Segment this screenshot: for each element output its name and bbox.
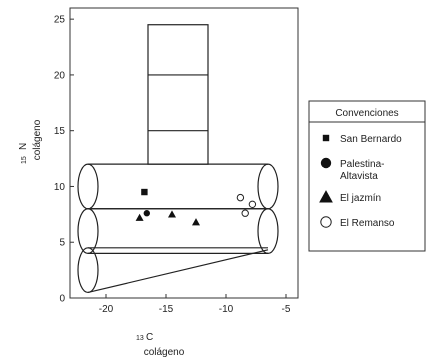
legend-label: Altavista — [340, 171, 378, 182]
legend-title: Convenciones — [335, 108, 398, 119]
reference-shapes — [77, 24, 279, 294]
legend-marker-circle — [320, 157, 332, 169]
legend-marker-square — [322, 134, 330, 142]
legend: Convenciones San Bernardo Palestina-Altav… — [308, 100, 426, 252]
legend-label: Palestina- — [340, 159, 384, 170]
data-point-open-circle — [241, 209, 249, 217]
y-tick-label: 0 — [59, 294, 65, 305]
axis-ticks: 0 5 10 15 20 25 -20 -15 -10 -5 — [54, 15, 291, 315]
tapered-bottom-edge — [87, 249, 269, 294]
data-point-circle — [143, 210, 150, 217]
legend-marker-triangle — [319, 190, 333, 203]
y-axis-label: colágeno — [32, 119, 43, 160]
y-axis-element: N — [18, 143, 29, 150]
legend-label: San Bernardo — [340, 134, 402, 145]
legend-marker-open-circle — [320, 216, 332, 228]
legend-label: El jazmín — [340, 193, 381, 204]
plot-frame — [69, 7, 299, 299]
y-tick-label: 25 — [54, 15, 66, 26]
y-tick-label: 5 — [59, 238, 65, 249]
y-tick-label: 10 — [54, 182, 66, 193]
tapered-left-cap — [77, 247, 99, 294]
cylinder-right-cap — [257, 163, 279, 210]
x-tick-label: -20 — [99, 304, 114, 315]
legend-label: El Remanso — [340, 218, 395, 229]
x-tick-label: -5 — [282, 304, 291, 315]
y-tick-label: 15 — [54, 126, 66, 137]
cylinder-left-cap — [77, 208, 99, 254]
data-point-triangle — [135, 213, 144, 221]
x-axis-isotope: 13 — [136, 335, 144, 342]
x-axis-element: C — [146, 332, 153, 343]
data-point-triangle — [192, 218, 200, 226]
data-points — [135, 188, 257, 226]
data-point-open-circle — [236, 193, 245, 202]
data-point-triangle — [168, 210, 176, 218]
y-axis-isotope: 15 — [21, 156, 28, 164]
data-point-square — [141, 188, 148, 196]
x-axis-label: colágeno — [144, 347, 185, 358]
legend-entries: San Bernardo Palestina-Altavista El jazmín… — [319, 134, 402, 229]
x-tick-label: -10 — [219, 304, 234, 315]
y-tick-label: 20 — [54, 70, 66, 81]
cylinder-left-cap — [77, 163, 99, 210]
cylinder-right-cap — [257, 208, 279, 254]
data-point-open-circle — [248, 200, 257, 209]
x-tick-label: -15 — [159, 304, 174, 315]
plot-border — [69, 7, 299, 299]
column-box — [147, 24, 209, 165]
